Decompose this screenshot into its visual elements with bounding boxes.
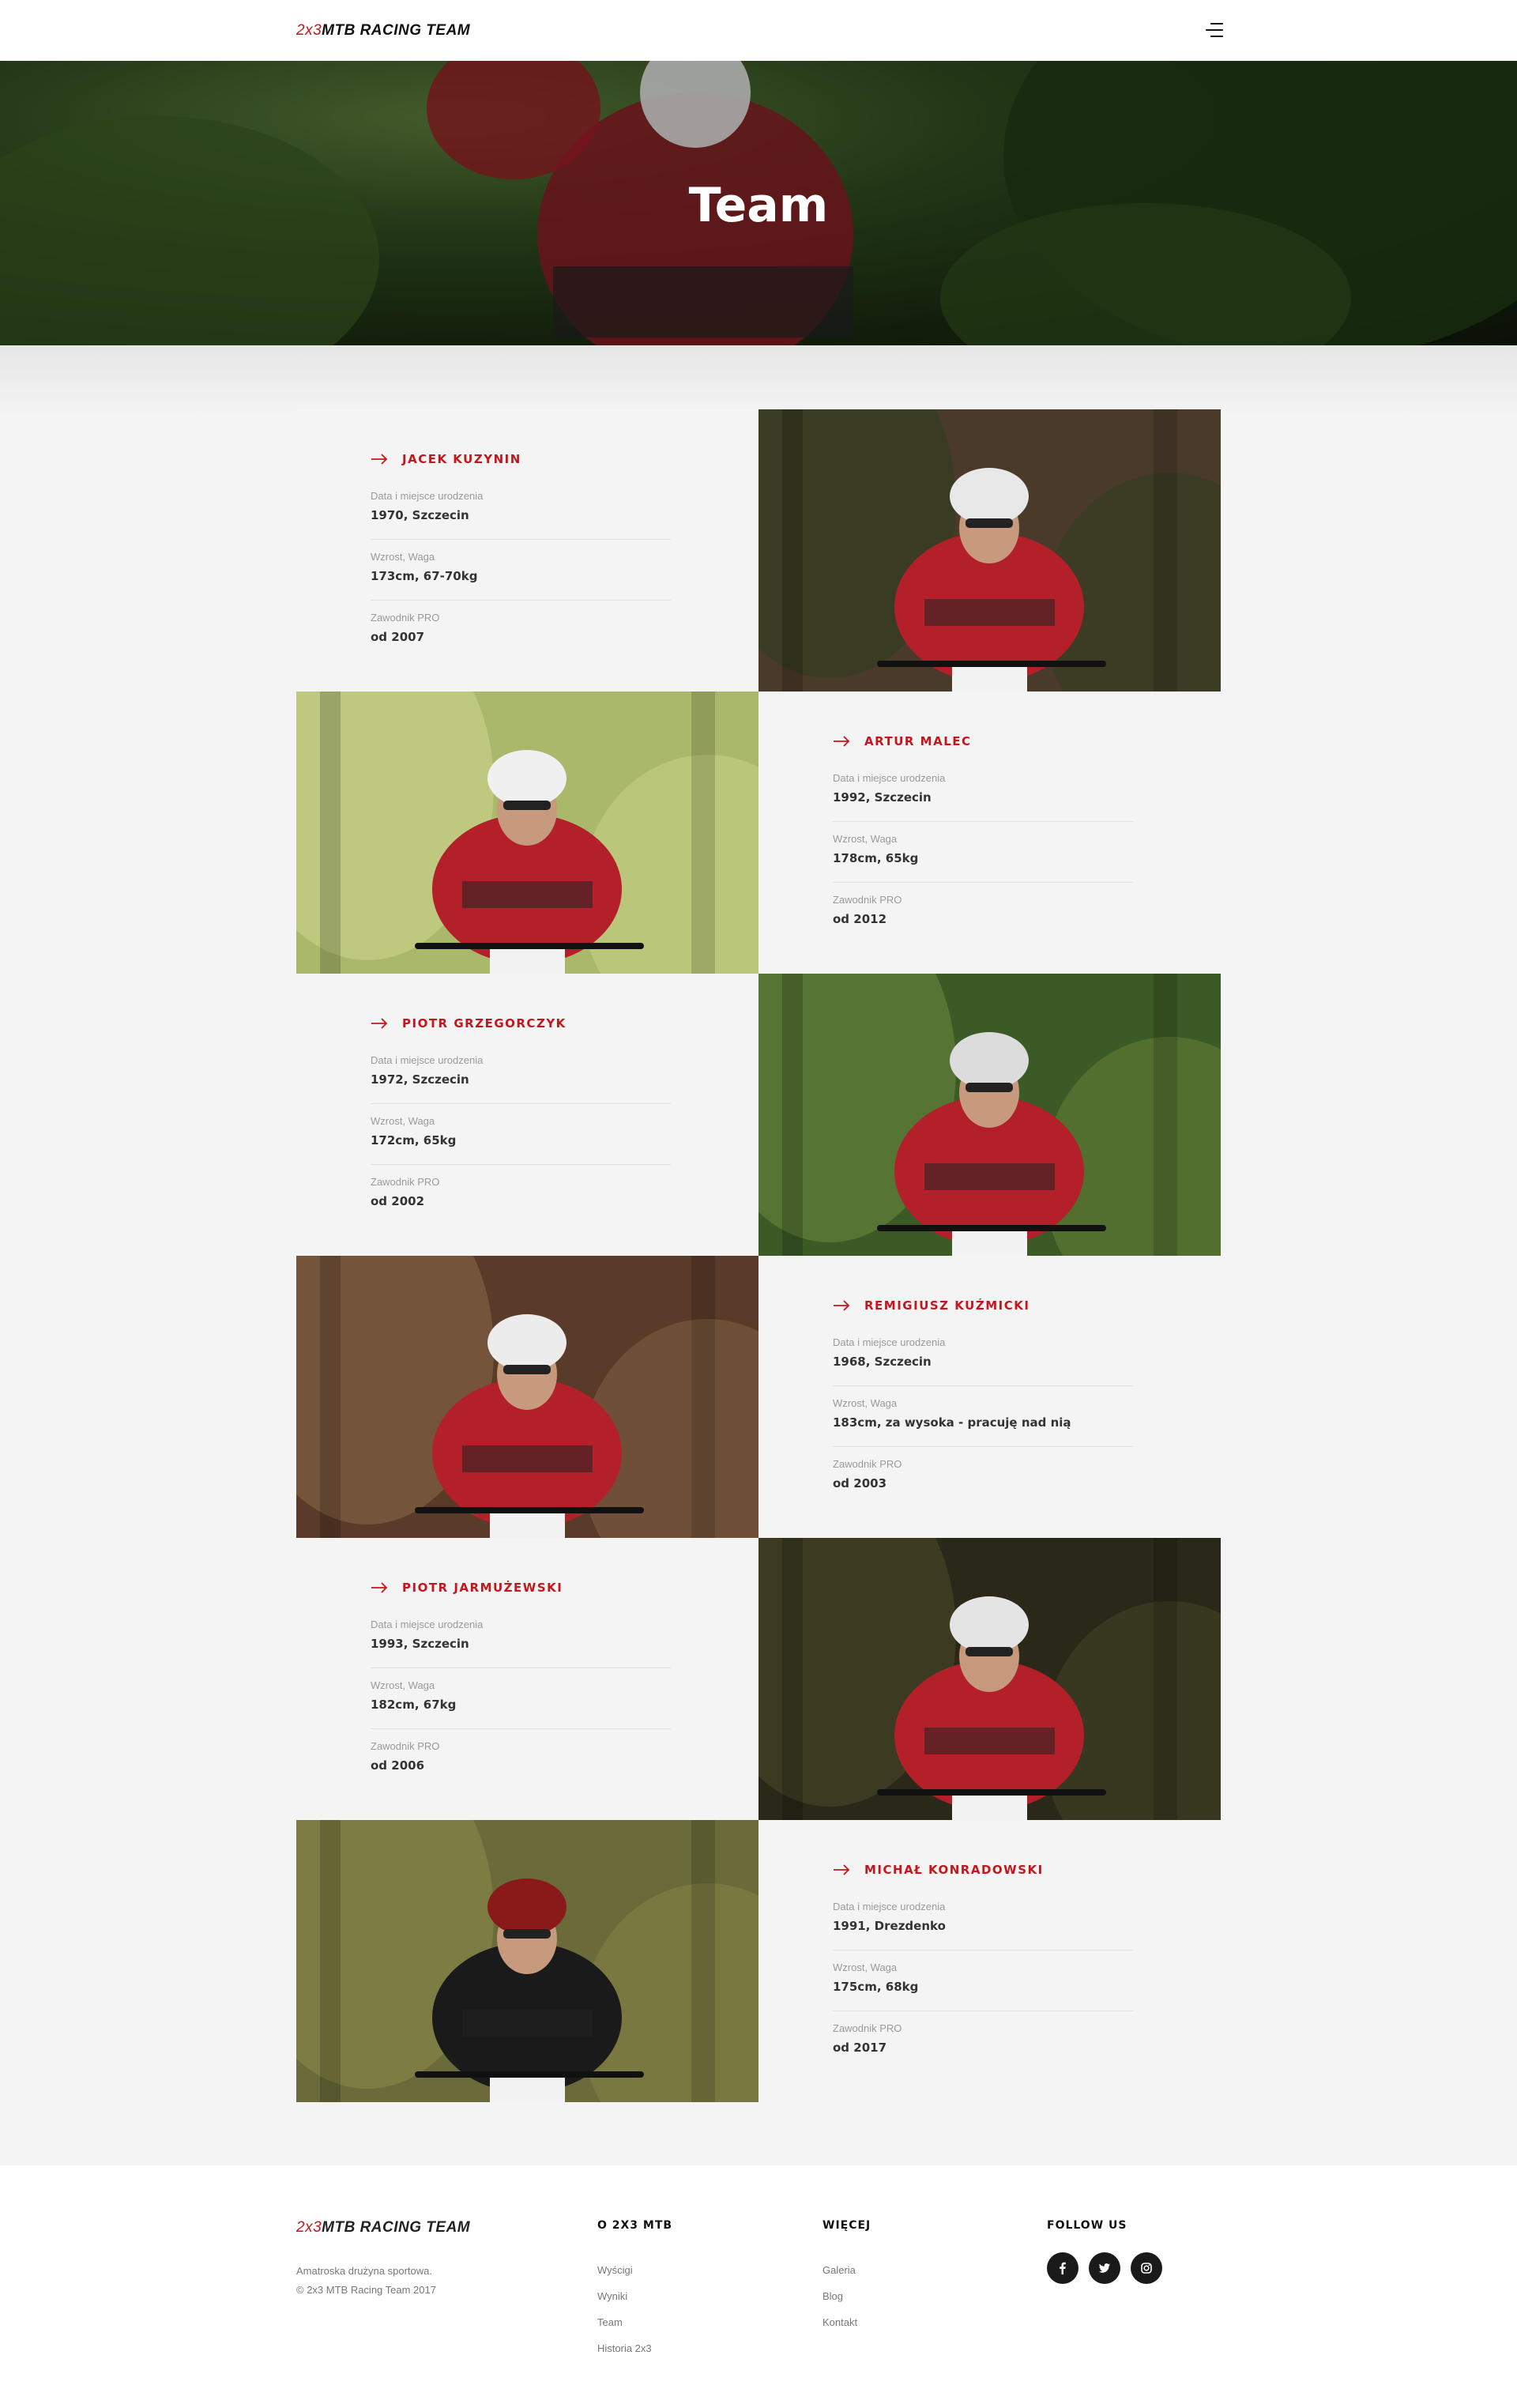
size-value: 182cm, 67kg (371, 1698, 457, 1712)
birth-label: Data i miejsce urodzenia (371, 1054, 484, 1066)
footer-col-follow: FOLLOW US (1047, 2219, 1162, 2284)
footer-link-galeria[interactable]: Galeria (822, 2264, 856, 2276)
member-photo-1 (758, 409, 1221, 691)
member-name-link[interactable]: MICHAŁ KONRADOWSKI (833, 1863, 1044, 1877)
member-name-link[interactable]: JACEK KUZYNIN (371, 452, 521, 466)
footer-about: Amatroska drużyna sportowa. © 2x3 MTB Ra… (296, 2262, 436, 2300)
member-name: PIOTR GRZEGORCZYK (402, 1016, 567, 1031)
size-label: Wzrost, Waga (371, 551, 435, 563)
twitter-icon[interactable] (1089, 2252, 1120, 2284)
member-photo-3 (758, 974, 1221, 1256)
size-value: 175cm, 68kg (833, 1980, 919, 1994)
birth-value: 1970, Szczecin (371, 508, 469, 522)
member-name: REMIGIUSZ KUŹMICKI (864, 1298, 1030, 1313)
pro-value: od 2017 (833, 2041, 887, 2055)
logo-text: MTB RACING TEAM (322, 22, 471, 39)
member-name-link[interactable]: PIOTR JARMUŻEWSKI (371, 1581, 563, 1595)
footer-link-wyscigi[interactable]: Wyścigi (597, 2264, 633, 2276)
size-value: 173cm, 67-70kg (371, 569, 478, 583)
footer-link-kontakt[interactable]: Kontakt (822, 2316, 858, 2328)
member-card-6: MICHAŁ KONRADOWSKI Data i miejsce urodze… (758, 1820, 1221, 2102)
size-value: 178cm, 65kg (833, 851, 919, 865)
pro-label: Zawodnik PRO (371, 1176, 440, 1188)
social-links (1047, 2252, 1162, 2284)
footer-logo[interactable]: 2x3MTB RACING TEAM (296, 2219, 470, 2237)
member-card-4: REMIGIUSZ KUŹMICKI Data i miejsce urodze… (758, 1256, 1221, 1538)
birth-value: 1968, Szczecin (833, 1355, 932, 1369)
footer-col-title: O 2X3 MTB (597, 2219, 673, 2232)
footer-col-more: WIĘCEJ Galeria Blog Kontakt (822, 2219, 871, 2335)
pro-label: Zawodnik PRO (371, 1740, 440, 1752)
size-label: Wzrost, Waga (833, 833, 898, 845)
size-value: 172cm, 65kg (371, 1133, 457, 1147)
hero-banner: Team (0, 61, 1517, 345)
arrow-right-icon (834, 736, 850, 747)
birth-value: 1993, Szczecin (371, 1637, 469, 1651)
site-footer: 2x3MTB RACING TEAM Amatroska drużyna spo… (0, 2165, 1517, 2408)
site-header: 2x3MTB RACING TEAM (0, 0, 1517, 61)
member-card-3: PIOTR GRZEGORCZYK Data i miejsce urodzen… (296, 974, 758, 1256)
birth-label: Data i miejsce urodzenia (833, 1901, 946, 1912)
pro-value: od 2002 (371, 1194, 425, 1208)
birth-value: 1972, Szczecin (371, 1072, 469, 1087)
birth-label: Data i miejsce urodzenia (371, 1619, 484, 1630)
footer-about-line1: Amatroska drużyna sportowa. (296, 2265, 432, 2277)
pro-label: Zawodnik PRO (833, 2022, 902, 2034)
arrow-right-icon (834, 1864, 850, 1875)
member-name: ARTUR MALEC (864, 734, 972, 748)
birth-label: Data i miejsce urodzenia (371, 490, 484, 502)
footer-link-blog[interactable]: Blog (822, 2290, 844, 2302)
arrow-right-icon (371, 1018, 388, 1029)
member-photo-2 (296, 691, 758, 974)
hero-photo (0, 61, 1517, 345)
member-name-link[interactable]: REMIGIUSZ KUŹMICKI (833, 1298, 1030, 1313)
footer-logo-accent: 2x3 (296, 2219, 322, 2236)
arrow-right-icon (834, 1300, 850, 1311)
footer-link-historia[interactable]: Historia 2x3 (597, 2342, 652, 2354)
size-label: Wzrost, Waga (371, 1115, 435, 1127)
member-card-1: JACEK KUZYNIN Data i miejsce urodzenia 19… (296, 409, 758, 691)
pro-value: od 2012 (833, 912, 887, 926)
site-logo[interactable]: 2x3MTB RACING TEAM (296, 22, 470, 40)
size-label: Wzrost, Waga (371, 1679, 435, 1691)
arrow-right-icon (371, 454, 388, 465)
footer-col-about: O 2X3 MTB Wyścigi Wyniki Team Historia 2… (597, 2219, 672, 2361)
member-card-5: PIOTR JARMUŻEWSKI Data i miejsce urodzen… (296, 1538, 758, 1820)
member-name: PIOTR JARMUŻEWSKI (402, 1581, 563, 1595)
member-name: MICHAŁ KONRADOWSKI (864, 1863, 1044, 1877)
footer-col-title: WIĘCEJ (822, 2219, 871, 2232)
arrow-right-icon (371, 1582, 388, 1593)
birth-value: 1991, Drezdenko (833, 1919, 946, 1933)
member-card-2: ARTUR MALEC Data i miejsce urodzenia 1992… (758, 691, 1221, 974)
logo-accent: 2x3 (296, 22, 322, 39)
footer-link-wyniki[interactable]: Wyniki (597, 2290, 628, 2302)
instagram-icon[interactable] (1131, 2252, 1162, 2284)
footer-copyright: © 2x3 MTB Racing Team 2017 (296, 2284, 436, 2296)
member-photo-6 (296, 1820, 758, 2102)
pro-value: od 2007 (371, 630, 425, 644)
pro-label: Zawodnik PRO (833, 894, 902, 906)
pro-label: Zawodnik PRO (833, 1458, 902, 1470)
facebook-icon[interactable] (1047, 2252, 1078, 2284)
pro-value: od 2003 (833, 1476, 887, 1490)
birth-label: Data i miejsce urodzenia (833, 1336, 946, 1348)
member-name-link[interactable]: PIOTR GRZEGORCZYK (371, 1016, 567, 1031)
pro-value: od 2006 (371, 1758, 425, 1773)
hamburger-icon[interactable] (1203, 21, 1223, 39)
birth-label: Data i miejsce urodzenia (833, 772, 946, 784)
footer-logo-text: MTB RACING TEAM (322, 2219, 471, 2236)
footer-link-team[interactable]: Team (597, 2316, 623, 2328)
pro-label: Zawodnik PRO (371, 612, 440, 624)
size-value: 183cm, za wysoka - pracuję nad nią (833, 1415, 1071, 1430)
member-photo-5 (758, 1538, 1221, 1820)
size-label: Wzrost, Waga (833, 1961, 898, 1973)
footer-col-title: FOLLOW US (1047, 2219, 1127, 2232)
member-name-link[interactable]: ARTUR MALEC (833, 734, 972, 748)
member-photo-4 (296, 1256, 758, 1538)
member-name: JACEK KUZYNIN (402, 452, 521, 466)
page-title: Team (688, 178, 829, 233)
size-label: Wzrost, Waga (833, 1397, 898, 1409)
birth-value: 1992, Szczecin (833, 790, 932, 805)
